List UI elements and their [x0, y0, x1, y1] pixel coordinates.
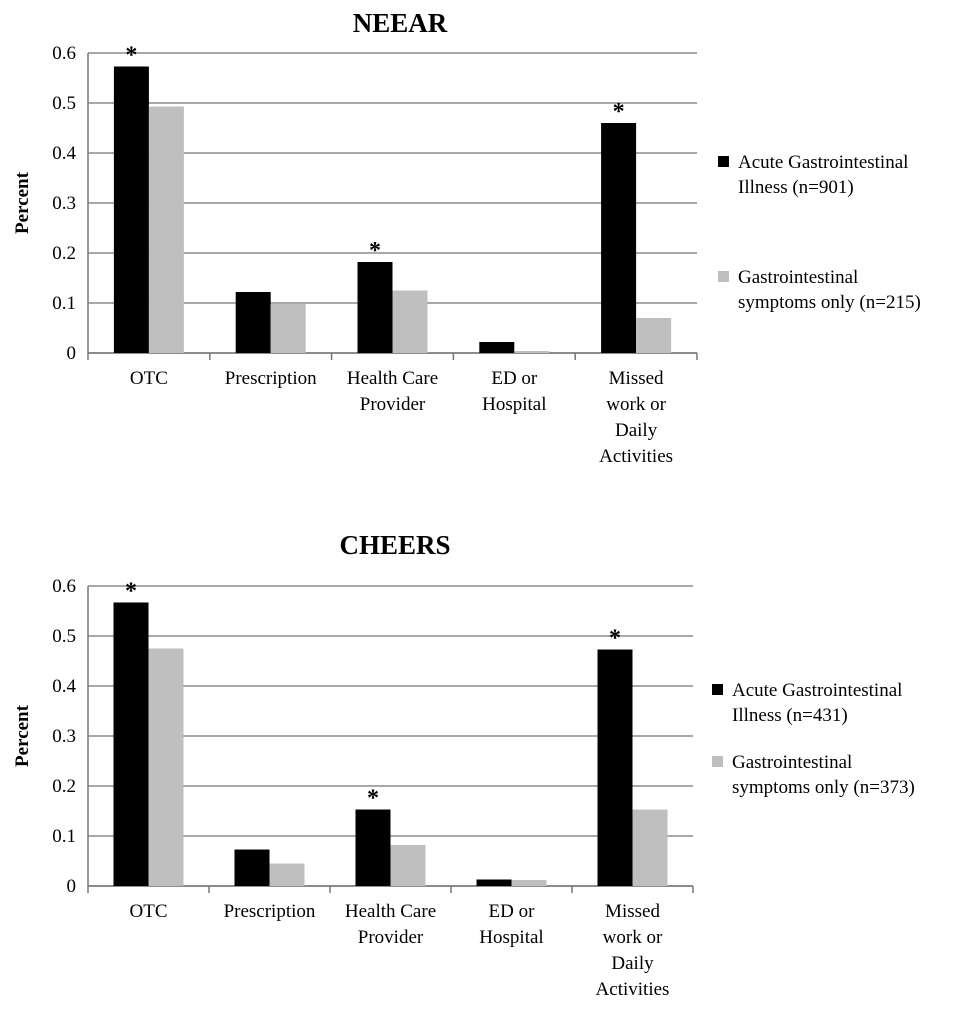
bar [148, 648, 184, 886]
neear-chart-svg: NEEAR Percent 0 0.1 0.2 0.3 0.4 0.5 0.6 * * * OTC Pre… [12, 8, 921, 467]
y-axis-label: Percent [12, 704, 33, 767]
chart-title: NEEAR [353, 8, 448, 38]
y-axis-label: Percent [12, 171, 33, 234]
significance-marker: * [613, 99, 625, 125]
bar [597, 649, 633, 886]
cheers-chart: CHEERS Percent 0 0.1 0.2 0.3 0.4 0.5 0.6 * * * OTC Pr… [0, 520, 975, 1011]
y-tick-label: 0.1 [52, 826, 76, 847]
x-category-label: Health Care Provider [345, 901, 436, 948]
significance-marker: * [125, 579, 137, 605]
y-tick-label: 0.6 [52, 576, 76, 597]
bar [270, 304, 306, 353]
legend-swatch [718, 271, 729, 282]
y-tick-label: 0 [67, 343, 77, 364]
legend-label: Gastrointestinal symptoms only (n=215) [738, 267, 921, 313]
y-tick-label: 0.4 [52, 143, 76, 164]
y-tick-label: 0.2 [52, 243, 76, 264]
legend-label: Gastrointestinal symptoms only (n=373) [732, 752, 915, 798]
y-tick-label: 0.5 [52, 93, 76, 114]
bar [392, 290, 428, 353]
chart-title: CHEERS [339, 530, 450, 560]
bar [235, 292, 271, 353]
bar [113, 66, 149, 353]
x-category-label: Missed work or Daily Activities [599, 368, 673, 467]
y-tick-label: 0.3 [52, 193, 76, 214]
bar [632, 809, 668, 886]
y-tick-label: 0.4 [52, 676, 76, 697]
significance-marker: * [609, 626, 621, 652]
bar [636, 318, 672, 353]
neear-chart: NEEAR Percent 0 0.1 0.2 0.3 0.4 0.5 0.6 * * * OTC Pre… [0, 0, 975, 490]
legend-label: Acute Gastrointestinal Illness (n=901) [738, 152, 908, 198]
x-category-label: Missed work or Daily Activities [596, 901, 670, 1000]
y-tick-label: 0.6 [52, 43, 76, 64]
x-category-label: Prescription [224, 901, 316, 922]
legend-swatch [718, 156, 729, 167]
x-category-label: OTC [130, 368, 168, 389]
bar [514, 351, 550, 353]
bar [148, 106, 184, 353]
significance-marker: * [367, 786, 379, 812]
bar [476, 879, 512, 886]
cheers-chart-svg: CHEERS Percent 0 0.1 0.2 0.3 0.4 0.5 0.6 * * * OTC Pr… [12, 530, 915, 1000]
bar [390, 845, 426, 886]
significance-marker: * [125, 43, 137, 69]
y-tick-label: 0.1 [52, 293, 76, 314]
bar [234, 849, 270, 886]
bar [269, 863, 305, 886]
significance-marker: * [369, 238, 381, 264]
legend-label: Acute Gastrointestinal Illness (n=431) [732, 680, 902, 726]
bar [357, 262, 393, 353]
x-category-label: Health Care Provider [347, 368, 438, 415]
y-tick-label: 0.3 [52, 726, 76, 747]
legend-swatch [712, 756, 723, 767]
y-tick-label: 0 [67, 876, 77, 897]
bar [511, 880, 547, 886]
bar [355, 809, 391, 886]
y-tick-label: 0.5 [52, 626, 76, 647]
x-category-label: ED or Hospital [479, 901, 543, 948]
bar [601, 123, 637, 353]
legend-swatch [712, 684, 723, 695]
x-category-label: Prescription [225, 368, 317, 389]
x-category-label: ED or Hospital [482, 368, 546, 415]
x-category-label: OTC [130, 901, 168, 922]
bar [479, 342, 515, 353]
bar [113, 602, 149, 886]
y-tick-label: 0.2 [52, 776, 76, 797]
